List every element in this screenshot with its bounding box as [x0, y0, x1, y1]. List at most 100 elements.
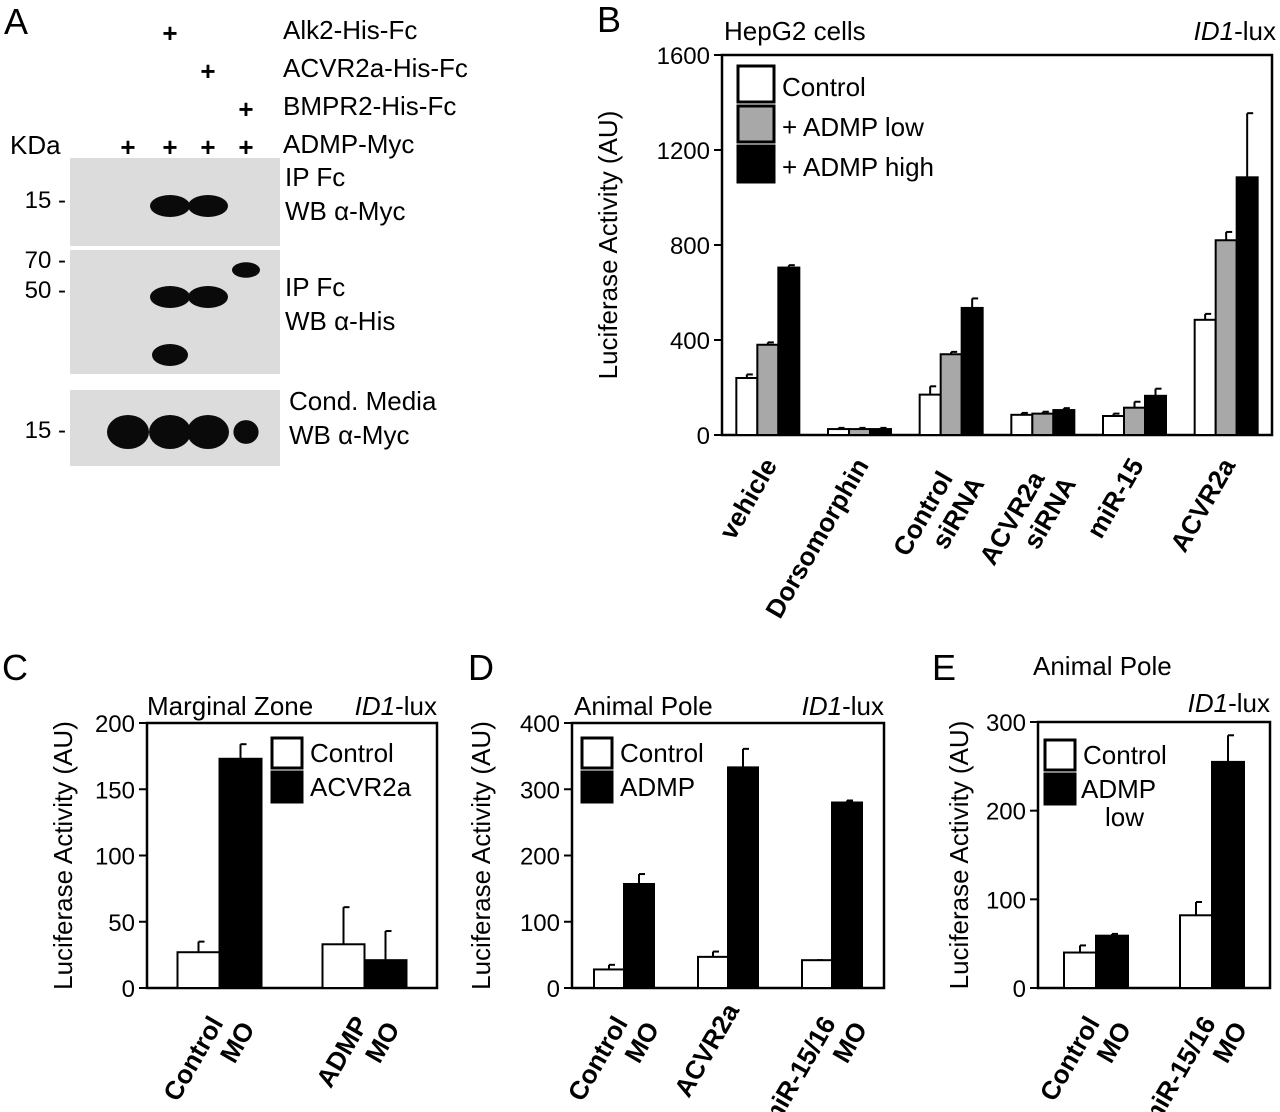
legend-swatch — [580, 736, 614, 770]
y-tick-label: 200 — [520, 844, 560, 871]
y-tick-label: 0 — [547, 976, 560, 1003]
bar — [848, 428, 871, 436]
chart-title: Animal Pole — [574, 691, 713, 721]
category-label: Control — [562, 1011, 634, 1106]
bar — [1193, 318, 1217, 436]
bar — [827, 428, 850, 436]
chart-title: Marginal Zone — [147, 691, 313, 721]
lane-marker: + — [238, 94, 253, 124]
condition-label: ACVR2a-His-Fc — [283, 53, 468, 83]
legend-swatch — [1043, 738, 1077, 772]
y-tick-label: 150 — [95, 777, 135, 804]
panel-d: D 0 100 200 300 400 Luciferase Activity (AU) An… — [466, 647, 886, 1112]
legend-swatch — [270, 770, 304, 804]
blot-band — [188, 195, 228, 217]
lane-marker: + — [162, 132, 177, 162]
reporter-label: ID1-lux — [1188, 688, 1270, 718]
lane-marker: + — [200, 56, 215, 86]
panel-b: B 0 400 800 1200 1600 Luciferase Activity (AU)… — [593, 0, 1276, 623]
bar — [735, 377, 759, 436]
reporter-label: ID1-lux — [355, 691, 437, 721]
blot-band — [187, 415, 229, 449]
y-tick-label: 300 — [986, 710, 1026, 737]
bar — [1102, 415, 1125, 436]
y-axis-label: Luciferase Activity (AU) — [466, 721, 496, 990]
bar — [593, 968, 625, 990]
y-axis-label: Luciferase Activity (AU) — [593, 111, 623, 380]
blot-band — [150, 286, 190, 308]
legend-swatch — [736, 104, 776, 144]
bar — [960, 306, 984, 436]
blot-band — [233, 420, 259, 444]
y-tick-label: 200 — [95, 711, 135, 738]
legend: Control ADMP — [580, 736, 704, 804]
legend-label: ACVR2a — [310, 772, 412, 802]
legend-label: + ADMP low — [782, 112, 924, 142]
legend-label: Control — [310, 738, 394, 768]
category-label: Control — [1034, 1011, 1106, 1106]
panel-c: C 0 50 100 150 200 Luciferase Activity (AU) Mar… — [2, 647, 439, 1106]
mw-marker: 50 - — [25, 277, 66, 304]
bar — [831, 801, 863, 989]
chart-title: HepG2 cells — [724, 16, 866, 46]
blot-band — [152, 344, 188, 366]
category-label: ACVR2a — [668, 998, 746, 1102]
legend-label: Control — [620, 738, 704, 768]
blot-band — [149, 415, 191, 449]
legend-swatch — [580, 770, 614, 804]
blot-annotation: IP Fc — [285, 162, 345, 192]
y-tick-label: 200 — [986, 799, 1026, 826]
blot-band — [107, 415, 149, 449]
bar — [918, 393, 942, 436]
legend-swatch — [270, 736, 304, 770]
y-tick-label: 50 — [108, 910, 135, 937]
legend-label: + ADMP high — [782, 152, 934, 182]
y-tick-label: 0 — [697, 423, 710, 450]
y-tick-label: 800 — [670, 233, 710, 260]
panel-letter-a: A — [4, 1, 28, 42]
bar — [321, 943, 366, 990]
y-tick-label: 400 — [520, 711, 560, 738]
panel-letter-e: E — [932, 647, 956, 688]
bar — [1144, 394, 1167, 436]
legend-label: low — [1105, 802, 1144, 832]
blot-band — [232, 262, 260, 278]
y-tick-label: 300 — [520, 777, 560, 804]
legend-label: Control — [782, 72, 866, 102]
chart-title: Animal Pole — [1033, 651, 1172, 681]
legend-label: Control — [1083, 740, 1167, 770]
y-tick-label: 100 — [986, 887, 1026, 914]
bar — [1052, 409, 1076, 436]
bar — [176, 951, 221, 989]
bar — [1211, 760, 1245, 990]
panel-a: A + Alk2-His-Fc + ACVR2a-His-Fc + BMPR2-His-Fc… — [4, 1, 468, 466]
condition-label: BMPR2-His-Fc — [283, 91, 456, 121]
panel-letter-d: D — [468, 647, 494, 688]
lane-marker: + — [200, 132, 215, 162]
bar — [623, 882, 655, 989]
y-tick-label: 1600 — [657, 43, 710, 70]
lane-marker: + — [162, 18, 177, 48]
y-tick-label: 0 — [122, 976, 135, 1003]
panel-letter-b: B — [597, 0, 621, 40]
legend-swatch — [1043, 772, 1077, 806]
bar — [756, 343, 780, 436]
legend-label: ADMP — [1081, 774, 1156, 804]
condition-label: ADMP-Myc — [283, 129, 414, 159]
blot-annotation: WB α-His — [285, 306, 395, 336]
lane-marker: + — [120, 132, 135, 162]
bar — [1179, 914, 1213, 989]
legend-swatch — [736, 144, 776, 184]
y-tick-label: 100 — [95, 844, 135, 871]
category-label: Control — [157, 1011, 229, 1106]
bar — [697, 955, 729, 989]
bar — [1123, 406, 1146, 436]
blot-annotation: WB α-Myc — [285, 196, 405, 226]
category-label: miR-15/16 — [754, 1011, 841, 1112]
category-label: ACVR2a — [1164, 453, 1242, 557]
bar — [1095, 934, 1129, 989]
y-tick-label: 1200 — [657, 138, 710, 165]
bar — [1235, 176, 1259, 436]
